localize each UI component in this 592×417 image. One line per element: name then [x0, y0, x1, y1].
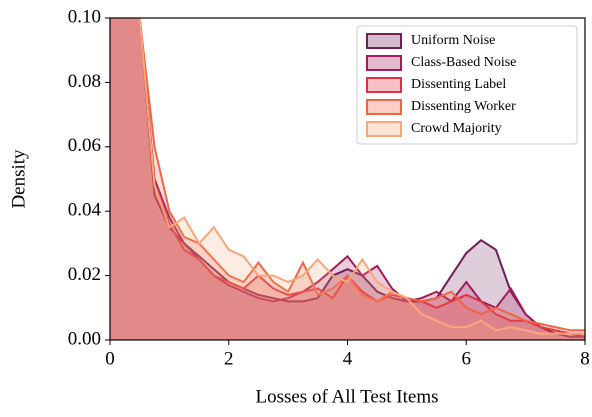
legend-box	[356, 25, 578, 145]
y-axis-label: Density	[8, 149, 29, 209]
density-area	[110, 18, 585, 340]
legend-label: Uniform Noise	[411, 33, 495, 48]
legend-swatch	[366, 99, 402, 115]
density-line	[138, 18, 585, 338]
y-tick-label: 0.02	[68, 264, 101, 285]
legend-swatch	[366, 121, 402, 137]
legend: Uniform Noise Class-Based Noise Dissenting…	[356, 25, 578, 145]
x-tick-label: 0	[105, 348, 115, 369]
x-axis-label: Losses of All Test Items	[255, 386, 438, 407]
y-tick-label: 0.00	[68, 328, 101, 349]
x-tick-label: 6	[462, 348, 472, 369]
x-tick-label: 2	[224, 348, 234, 369]
plot-area	[110, 18, 585, 340]
x-tick-label: 4	[343, 348, 353, 369]
legend-label: Crowd Majority	[411, 121, 502, 136]
legend-swatch	[366, 77, 402, 93]
y-tick-label: 0.06	[68, 135, 101, 156]
x-tick-label: 8	[580, 348, 590, 369]
density-area	[110, 18, 585, 340]
legend-swatch	[366, 55, 402, 71]
legend-label: Dissenting Label	[411, 77, 506, 92]
y-tick-label: 0.04	[68, 200, 102, 221]
legend-label: Class-Based Noise	[411, 55, 516, 70]
density-line	[138, 18, 585, 335]
y-tick-label: 0.10	[68, 6, 101, 27]
y-tick-label: 0.08	[68, 71, 101, 92]
legend-swatch	[366, 33, 402, 49]
legend-label: Dissenting Worker	[411, 99, 516, 114]
density-line	[138, 18, 585, 332]
